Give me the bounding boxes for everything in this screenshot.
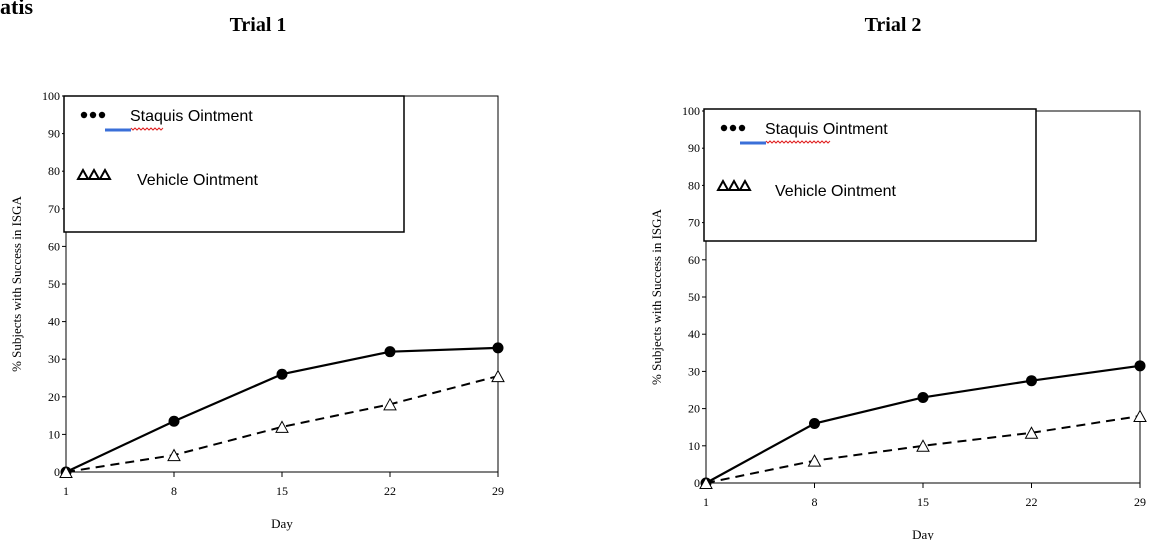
chart-title-trial-2: Trial 2 (864, 14, 922, 36)
x-axis-title: Day (912, 527, 934, 540)
legend-marker-circle (98, 111, 106, 119)
y-tick-label: 30 (48, 352, 60, 366)
y-tick-label: 20 (48, 390, 60, 404)
y-tick-label: 90 (688, 141, 700, 155)
legend-box (63, 95, 405, 233)
x-tick-label: 29 (492, 484, 504, 498)
legend-marker-triangle (716, 178, 730, 191)
series-line-vehicle (705, 415, 1141, 484)
legend-marker-triangle (738, 178, 752, 191)
legend-marker-triangle (98, 167, 112, 180)
vehicle-point (1133, 409, 1147, 423)
y-tick-label: 80 (688, 178, 700, 192)
legend-label-vehicle: Vehicle Ointment (137, 172, 259, 189)
vehicle-point (807, 454, 822, 467)
legend-marker-triangle (87, 167, 101, 180)
x-tick-label: 22 (1026, 495, 1038, 509)
legend-marker-circle (80, 111, 88, 119)
y-tick-label: 10 (688, 439, 700, 453)
y-tick-label: 60 (48, 239, 60, 253)
legend-marker-triangle (727, 178, 741, 191)
x-axis-title: Day (271, 516, 293, 531)
legend-marker-circle (89, 111, 97, 119)
y-tick-label: 50 (48, 277, 60, 291)
vehicle-point (59, 465, 73, 478)
vehicle-point (383, 397, 397, 411)
legend-label-staquis: Staquis Ointment (130, 108, 253, 125)
legend-marker-circle (729, 124, 737, 132)
x-tick-label: 15 (276, 484, 288, 498)
legend-marker-circle (738, 124, 746, 132)
y-axis-title: % Subjects with Success in ISGA (649, 208, 664, 384)
figure-header-fragment: atis (0, 0, 33, 19)
vehicle-point (491, 369, 505, 383)
legend-box (703, 108, 1037, 242)
staquis-point (276, 368, 288, 380)
legend: Staquis Ointment Vehicle Ointment (63, 95, 405, 233)
staquis-point (917, 391, 929, 403)
staquis-point (384, 346, 396, 358)
y-tick-label: 70 (48, 202, 60, 216)
y-axis-title: % Subjects with Success in ISGA (9, 195, 24, 371)
legend-label-staquis: Staquis Ointment (765, 121, 888, 138)
chart-trial-2: 0 10 20 30 40 50 60 70 80 90 100 1 8 15 22 29 Day % Subje… (649, 104, 1147, 540)
y-tick-label: 70 (688, 216, 700, 230)
y-tick-label: 10 (48, 427, 60, 441)
legend-spellcheck-squiggle (765, 140, 831, 144)
staquis-point (492, 342, 504, 354)
y-tick-label: 40 (48, 315, 60, 329)
series-line-staquis (705, 364, 1141, 484)
vehicle-point (1024, 426, 1039, 439)
x-tick-label: 1 (703, 495, 709, 509)
x-tick-label: 1 (63, 484, 69, 498)
vehicle-point (916, 439, 930, 452)
legend-spellcheck-squiggle (130, 127, 164, 131)
staquis-point (168, 415, 180, 427)
y-tick-label: 50 (688, 290, 700, 304)
y-tick-label: 100 (682, 104, 700, 118)
y-tick-label: 30 (688, 364, 700, 378)
x-tick-label: 8 (812, 495, 818, 509)
y-tick-label: 0 (694, 476, 700, 490)
series-line-staquis (65, 346, 499, 473)
y-tick-label: 20 (688, 402, 700, 416)
vehicle-point (699, 476, 713, 489)
x-tick-label: 8 (171, 484, 177, 498)
y-tick-label: 0 (54, 465, 60, 479)
legend-marker-triangle (76, 167, 90, 180)
y-tick-label: 60 (688, 253, 700, 267)
vehicle-point (275, 420, 289, 433)
series-line-vehicle (65, 375, 499, 473)
x-tick-label: 22 (384, 484, 396, 498)
chart-trial-1: 0 10 20 30 40 50 60 70 80 90 100 1 8 15 22 29 Day % Subje… (9, 89, 505, 531)
legend: Staquis Ointment Vehicle Ointment (703, 108, 1037, 242)
x-tick-label: 15 (917, 495, 929, 509)
vehicle-point (167, 448, 181, 462)
staquis-point (809, 417, 820, 429)
legend-marker-circle (720, 124, 728, 132)
x-tick-label: 29 (1134, 495, 1146, 509)
y-tick-label: 40 (688, 327, 700, 341)
chart-title-trial-1: Trial 1 (229, 14, 287, 36)
y-tick-label: 100 (42, 89, 60, 103)
legend-label-vehicle: Vehicle Ointment (775, 183, 897, 200)
y-tick-label: 90 (48, 127, 60, 141)
y-tick-label: 80 (48, 164, 60, 178)
staquis-point (1134, 360, 1146, 372)
staquis-point (1026, 375, 1037, 387)
